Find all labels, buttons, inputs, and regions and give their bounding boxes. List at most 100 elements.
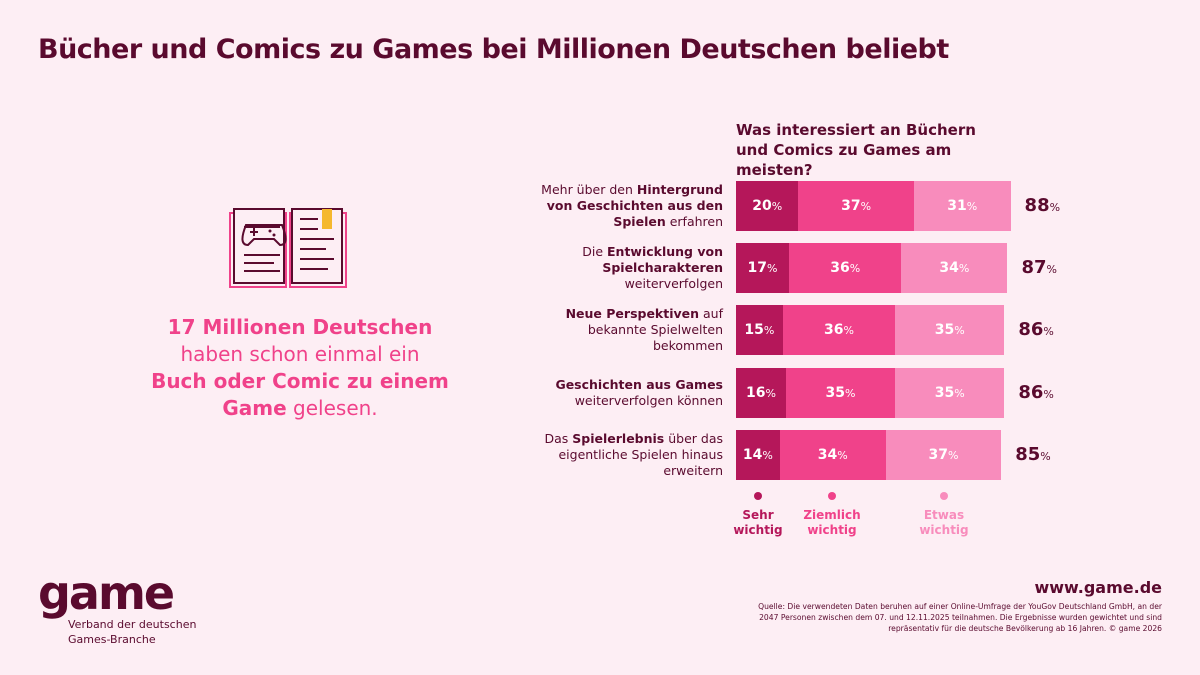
unit: % bbox=[771, 199, 783, 213]
data-label: 34 bbox=[817, 447, 838, 463]
total-label: 88% bbox=[1025, 195, 1061, 216]
legend-dot bbox=[828, 492, 836, 500]
bar-segment-ziemlich: 34% bbox=[779, 430, 886, 480]
unit: % bbox=[1040, 450, 1051, 463]
unit: % bbox=[1043, 388, 1054, 401]
unit: % bbox=[860, 199, 872, 213]
bar-segment-etwas: 31% bbox=[913, 181, 1011, 231]
data-label: 35 bbox=[934, 322, 955, 338]
data-label: 34 bbox=[939, 260, 959, 276]
bar-segment-etwas: 37% bbox=[885, 430, 1002, 480]
book-with-gamepad-icon bbox=[229, 208, 347, 288]
data-label: 35 bbox=[934, 385, 955, 401]
category-label-part: erfahren bbox=[665, 214, 723, 229]
total-label: 86% bbox=[1018, 319, 1054, 340]
legend-dot bbox=[940, 492, 948, 500]
bar-segment-etwas: 35% bbox=[895, 368, 1005, 418]
total-label: 86% bbox=[1018, 382, 1054, 403]
data-label: 20 bbox=[752, 198, 772, 214]
game-logo: game bbox=[38, 566, 175, 620]
unit: % bbox=[1046, 263, 1057, 276]
category-label-part: Entwicklung von Spielcharakteren bbox=[602, 244, 723, 275]
bar-segment-sehr: 14% bbox=[736, 430, 780, 480]
category-label: Geschichten aus Games weiterverfolgen kö… bbox=[523, 377, 723, 409]
bar-row: Neue Perspektiven auf bekannte Spielwelt… bbox=[0, 305, 1200, 355]
category-label-part: Hintergrund von Geschichten aus den Spie… bbox=[546, 182, 723, 229]
bar-row: Geschichten aus Games weiterverfolgen kö… bbox=[0, 368, 1200, 418]
headline: 17 Millionen Deutschen haben schon einma… bbox=[120, 314, 480, 422]
unit: % bbox=[1049, 201, 1061, 214]
unit: % bbox=[849, 261, 861, 275]
bar-row: Mehr über den Hintergrund von Geschichte… bbox=[0, 181, 1200, 231]
legend-label: Sehr wichtig bbox=[733, 508, 783, 537]
data-label: 31 bbox=[947, 198, 967, 214]
bar-segment-etwas: 34% bbox=[901, 243, 1008, 293]
website-link[interactable]: www.game.de bbox=[1034, 578, 1162, 597]
category-label-part: Das bbox=[544, 431, 573, 446]
legend-label: Etwas wichtig bbox=[919, 508, 969, 537]
unit: % bbox=[843, 323, 854, 337]
legend-item: Sehr wichtig bbox=[718, 492, 798, 538]
data-label: 37 bbox=[928, 447, 948, 463]
headline-bold-1: 17 Millionen Deutschen bbox=[167, 315, 433, 339]
unit: % bbox=[762, 448, 773, 462]
unit: % bbox=[947, 448, 959, 462]
unit: % bbox=[767, 261, 778, 275]
unit: % bbox=[958, 261, 970, 275]
total-label: 85% bbox=[1015, 444, 1051, 465]
unit: % bbox=[954, 386, 965, 400]
page-title: Bücher und Comics zu Games bei Millionen… bbox=[38, 34, 949, 65]
bar-segment-ziemlich: 35% bbox=[785, 368, 896, 418]
source-note: Quelle: Die verwendeten Daten beruhen au… bbox=[758, 602, 1162, 633]
total-value: 87 bbox=[1021, 257, 1047, 278]
legend-item: Etwas wichtig bbox=[904, 492, 984, 538]
category-label: Neue Perspektiven auf bekannte Spielwelt… bbox=[523, 306, 723, 354]
category-label-part: Spielerlebnis bbox=[572, 431, 665, 446]
total-value: 85 bbox=[1015, 444, 1041, 465]
unit: % bbox=[966, 199, 978, 213]
bar-segment-sehr: 17% bbox=[736, 243, 790, 293]
unit: % bbox=[765, 386, 776, 400]
category-label-part: Geschichten aus Games bbox=[555, 377, 723, 392]
data-label: 36 bbox=[823, 322, 844, 338]
bar-segment-ziemlich: 37% bbox=[798, 181, 914, 231]
logo-subtitle: Verband der deutschen Games-Branche bbox=[68, 617, 196, 647]
category-label-part: Neue Perspektiven bbox=[565, 306, 700, 321]
category-label-part: Mehr über den bbox=[541, 182, 637, 197]
total-value: 86 bbox=[1018, 382, 1044, 403]
unit: % bbox=[954, 323, 965, 337]
category-label: Die Entwicklung von Spielcharakteren wei… bbox=[523, 244, 723, 292]
bar-segment-ziemlich: 36% bbox=[789, 243, 902, 293]
category-label-part: weiterverfolgen können bbox=[574, 393, 723, 408]
category-label-part: auf bekannte Spielwelten bekommen bbox=[587, 306, 723, 353]
category-label-part: über das eigentliche Spielen hinaus erwe… bbox=[558, 431, 723, 478]
unit: % bbox=[1043, 325, 1054, 338]
category-label: Das Spielerlebnis über das eigentliche S… bbox=[523, 431, 723, 479]
headline-text-1: haben schon einmal ein bbox=[180, 342, 420, 366]
total-value: 88 bbox=[1024, 195, 1050, 216]
unit: % bbox=[763, 323, 775, 337]
total-value: 86 bbox=[1018, 319, 1044, 340]
bar-segment-sehr: 16% bbox=[736, 368, 786, 418]
data-label: 14 bbox=[742, 447, 763, 463]
data-label: 16 bbox=[745, 385, 766, 401]
data-label: 17 bbox=[747, 260, 768, 276]
data-label: 35 bbox=[825, 385, 846, 401]
headline-bold-2: Buch oder Comic zu einem Game bbox=[151, 369, 449, 420]
legend-label: Ziemlich wichtig bbox=[803, 508, 861, 537]
bar-segment-sehr: 15% bbox=[736, 305, 783, 355]
legend-dot bbox=[754, 492, 762, 500]
total-label: 87% bbox=[1021, 257, 1057, 278]
bar-row: Die Entwicklung von Spielcharakteren wei… bbox=[0, 243, 1200, 293]
chart-title: Was interessiert an Büchern und Comics z… bbox=[736, 121, 976, 179]
logo-sub-1: Verband der deutschen bbox=[68, 618, 197, 631]
category-label-part: weiterverfolgen bbox=[624, 276, 723, 291]
unit: % bbox=[845, 386, 856, 400]
bar-row: Das Spielerlebnis über das eigentliche S… bbox=[0, 430, 1200, 480]
headline-text-2: gelesen. bbox=[293, 396, 378, 420]
logo-sub-2: Games-Branche bbox=[68, 633, 156, 646]
data-label: 37 bbox=[841, 198, 861, 214]
category-label: Mehr über den Hintergrund von Geschichte… bbox=[523, 182, 723, 230]
category-label-part: Die bbox=[582, 244, 607, 259]
data-label: 15 bbox=[744, 322, 764, 338]
